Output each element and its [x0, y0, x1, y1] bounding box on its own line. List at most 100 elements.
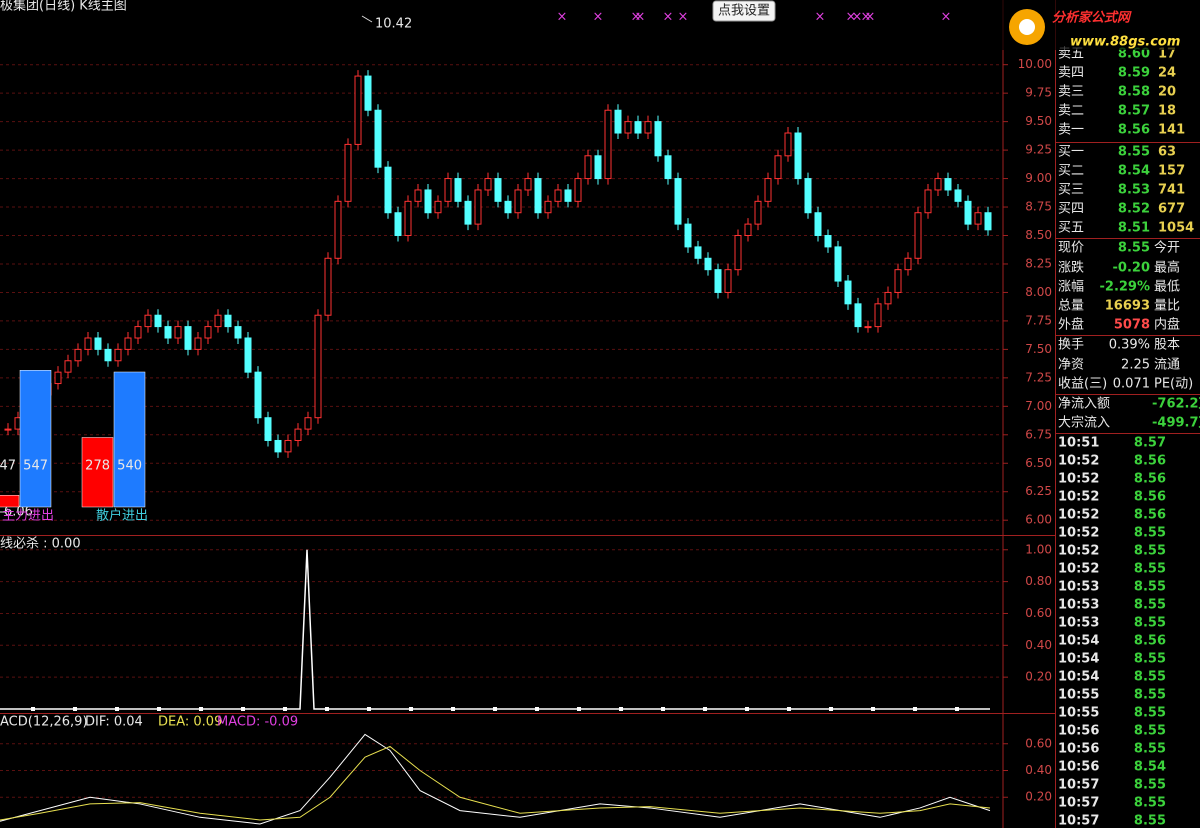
- high-label: 10.42: [375, 17, 412, 32]
- y-tick-label: 0.60: [1025, 736, 1052, 750]
- candle: [404, 200, 412, 237]
- signal-dot: [241, 707, 245, 711]
- signal-marker: ×: [635, 10, 646, 25]
- settings-button[interactable]: [712, 0, 776, 22]
- signal-dot: [535, 707, 539, 711]
- order-price: 8.60: [1118, 47, 1150, 62]
- tick-time: 10:52: [1058, 562, 1099, 577]
- candle: [84, 337, 92, 350]
- candle: [304, 417, 312, 430]
- candle: [544, 200, 552, 214]
- candle: [4, 428, 12, 431]
- signal-dot: [745, 707, 749, 711]
- flow-bar-label: 540: [117, 459, 142, 474]
- signal-dot: [115, 707, 119, 711]
- tick-price: 8.55: [1134, 544, 1166, 559]
- signal-marker: ×: [846, 10, 857, 25]
- candle: [634, 121, 642, 134]
- candle: [514, 189, 522, 214]
- tick-time: 10:57: [1058, 814, 1099, 828]
- quote-label: 外盘: [1058, 317, 1084, 333]
- tick-price: 8.55: [1134, 598, 1166, 613]
- candle: [744, 223, 752, 237]
- signal-marker: ×: [678, 10, 689, 25]
- tick-price: 8.55: [1134, 796, 1166, 811]
- candle: [274, 439, 282, 453]
- y-tick-label: 9.75: [1025, 86, 1052, 100]
- flow-group-label: 主力进出: [2, 509, 54, 524]
- tick-time: 10:55: [1058, 706, 1099, 721]
- quote-label: 股本: [1154, 338, 1180, 353]
- macd-dif: DIF: 0.04: [85, 715, 143, 730]
- quote-value: 0.39%: [1109, 338, 1150, 353]
- y-tick-label: 0.40: [1025, 638, 1052, 652]
- candle: [674, 178, 682, 225]
- candle: [134, 326, 142, 339]
- flow-bar: [81, 437, 114, 508]
- candle: [884, 291, 892, 305]
- flow-bar-label: 547: [23, 459, 48, 474]
- candle: [184, 326, 192, 350]
- signal-dot: [787, 707, 791, 711]
- candle: [964, 200, 972, 225]
- candle: [724, 269, 732, 293]
- signal-dot: [157, 707, 161, 711]
- dif-line: [0, 733, 991, 825]
- signal-dot: [955, 707, 959, 711]
- candle: [244, 337, 252, 373]
- candle: [354, 75, 362, 145]
- logo-url: www.88gs.com: [1070, 35, 1180, 50]
- quote-label: 最低: [1154, 280, 1180, 295]
- order-side: 买二: [1058, 164, 1084, 179]
- candle: [934, 178, 942, 191]
- quote-label: 涨跌: [1058, 260, 1084, 276]
- candle: [444, 178, 452, 202]
- candle: [504, 200, 512, 214]
- quote-label: 最高: [1154, 260, 1180, 276]
- settings-button-label[interactable]: 点我设置: [718, 4, 770, 19]
- quote-label: 涨幅: [1058, 280, 1084, 295]
- signal-marker: ×: [861, 10, 872, 25]
- candle: [604, 109, 612, 180]
- candle: [944, 178, 952, 191]
- tick-price: 8.55: [1134, 778, 1166, 793]
- y-tick-label: 7.50: [1025, 342, 1052, 356]
- order-price: 8.57: [1118, 104, 1150, 119]
- tick-price: 8.55: [1134, 724, 1166, 739]
- candle: [924, 189, 932, 214]
- quote-label: 量比: [1154, 299, 1180, 314]
- tick-time: 10:56: [1058, 724, 1099, 739]
- quote-label: 换手: [1058, 338, 1084, 353]
- candle: [844, 280, 852, 305]
- order-side: 卖三: [1058, 85, 1084, 100]
- signal-marker: ×: [815, 10, 826, 25]
- candle: [424, 189, 432, 214]
- quote-label: 内盘: [1154, 317, 1180, 333]
- tick-price: 8.56: [1134, 454, 1166, 469]
- flow-value: -499.7万: [1152, 416, 1200, 431]
- candle: [704, 257, 712, 271]
- tick-time: 10:56: [1058, 760, 1099, 775]
- signal-dot: [325, 707, 329, 711]
- signal-dot: [703, 707, 707, 711]
- macd-value: MACD: -0.09: [217, 715, 298, 730]
- quote-label: 今开: [1154, 240, 1180, 256]
- quote-value: 0.071: [1113, 377, 1150, 392]
- candle: [664, 155, 672, 180]
- signal-dot: [829, 707, 833, 711]
- candle: [384, 166, 392, 214]
- tick-time: 10:53: [1058, 616, 1099, 631]
- signal-marker: ×: [852, 10, 863, 25]
- signal-dot: [283, 707, 287, 711]
- tick-time: 10:52: [1058, 454, 1099, 469]
- y-tick-label: 8.75: [1025, 200, 1052, 214]
- candle: [584, 155, 592, 180]
- candle: [104, 348, 112, 362]
- candle: [284, 439, 292, 453]
- y-tick-label: 6.75: [1025, 427, 1052, 441]
- candle: [534, 178, 542, 214]
- quote-label: 流通: [1154, 358, 1180, 373]
- candle: [814, 212, 822, 237]
- quote-value: -2.29%: [1100, 280, 1151, 295]
